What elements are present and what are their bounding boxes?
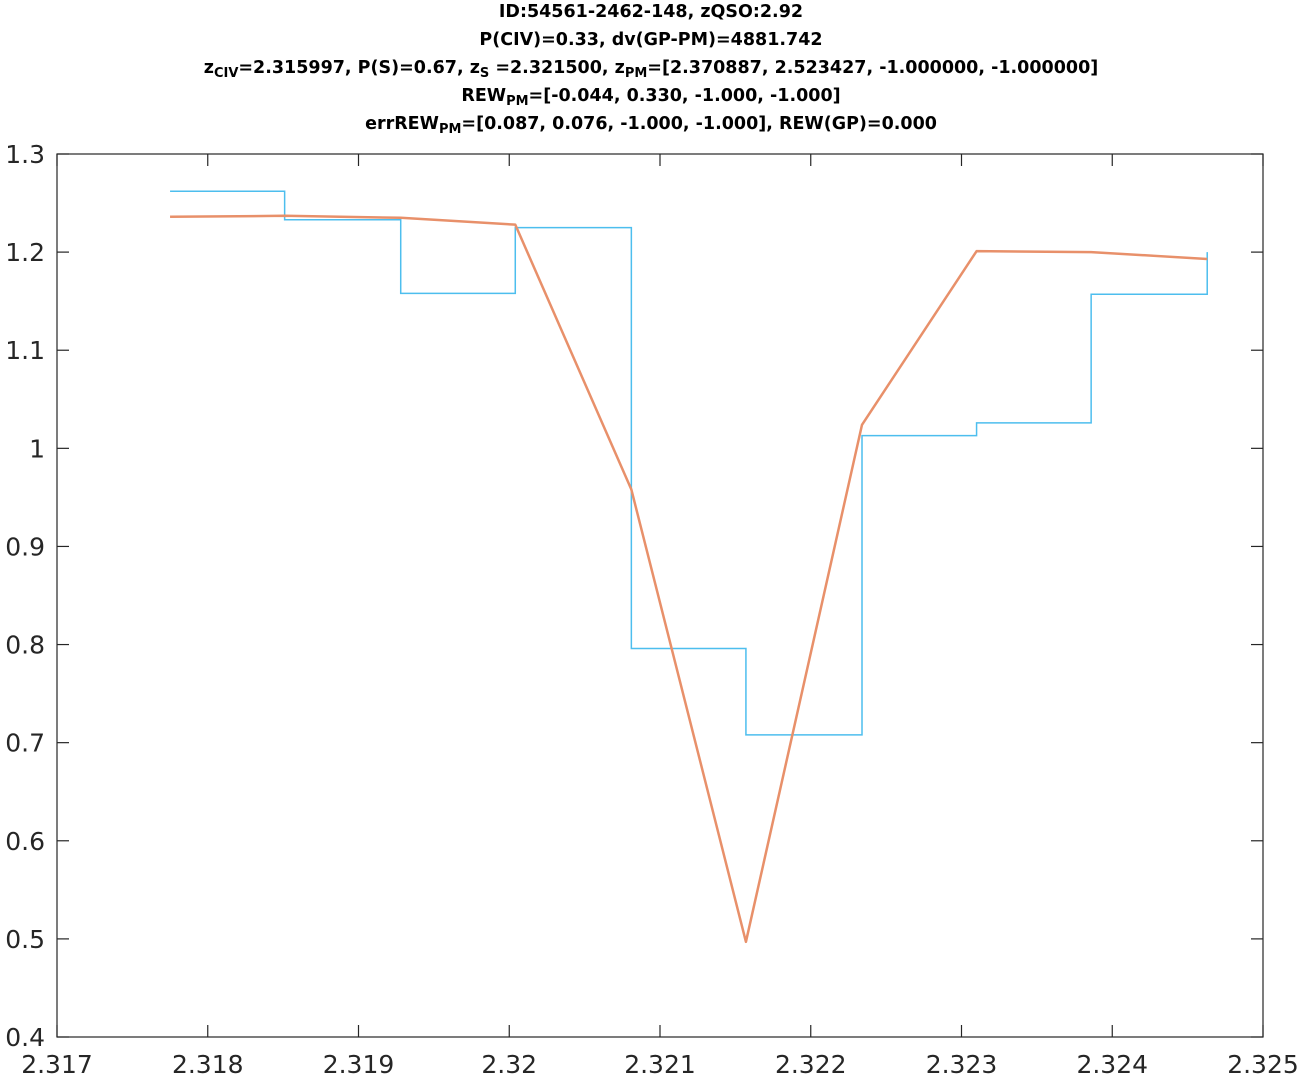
title-errrew-sub: PM bbox=[438, 122, 462, 137]
x-tick-label: 2.319 bbox=[323, 1050, 395, 1079]
x-axis: 2.317 2.318 2.319 2.32 2.321 2.322 2.323 2.324 2… bbox=[21, 154, 1299, 1079]
x-tick-label: 2.323 bbox=[926, 1050, 998, 1079]
title-line-1: ID:54561-2462-148, zQSO:2.92 bbox=[498, 2, 804, 22]
y-axis: 0.4 0.5 0.6 0.7 0.8 0.9 1 1.1 1.2 1.3 bbox=[5, 140, 1263, 1052]
series-layer bbox=[170, 190, 1208, 944]
title-rew-sub: PM bbox=[506, 94, 529, 109]
y-tick-label: 0.7 bbox=[5, 729, 45, 758]
title-z-civ-sub: CIV bbox=[213, 66, 239, 81]
title-z-s-sub: S bbox=[479, 66, 490, 81]
axes-frame bbox=[56, 153, 1264, 1038]
x-tick-label: 2.324 bbox=[1076, 1050, 1148, 1079]
x-tick-label: 2.322 bbox=[775, 1050, 847, 1079]
x-tick-label: 2.321 bbox=[624, 1050, 696, 1079]
plot-box bbox=[56, 153, 1264, 1038]
x-tick-label: 2.317 bbox=[21, 1050, 93, 1079]
title-z-civ: z bbox=[203, 58, 214, 78]
x-tick-label: 2.318 bbox=[172, 1050, 244, 1079]
x-tick-label: 2.325 bbox=[1227, 1050, 1299, 1079]
series-line bbox=[170, 214, 1208, 944]
y-tick-label: 0.5 bbox=[5, 925, 45, 954]
x-tick-label: 2.32 bbox=[481, 1050, 537, 1079]
chart-title: ID:54561-2462-148, zQSO:2.92 P(CIV)=0.33… bbox=[0, 0, 1302, 140]
title-line-5: errREWPM=[0.087, 0.076, -1.000, -1.000],… bbox=[0, 112, 1302, 140]
y-tick-label: 1.2 bbox=[5, 238, 45, 267]
y-tick-label: 1.3 bbox=[5, 140, 45, 169]
title-errrew: errREW bbox=[365, 114, 439, 134]
title-line-3: zCIV=2.315997, P(S)=0.67, zS =2.321500, … bbox=[0, 56, 1302, 84]
title-line-2: P(CIV)=0.33, dv(GP-PM)=4881.742 bbox=[479, 30, 823, 50]
title-rew: REW bbox=[461, 86, 507, 106]
title-z-civ-value: =2.315997, P(S)=0.67, bbox=[238, 58, 470, 78]
title-z-pm-value: =[2.370887, 2.523427, -1.000000, -1.0000… bbox=[647, 58, 1099, 78]
title-z-s: z bbox=[469, 58, 480, 78]
title-errrew-value: =[0.087, 0.076, -1.000, -1.000], REW(GP)… bbox=[461, 114, 937, 134]
y-tick-label: 0.6 bbox=[5, 827, 45, 856]
title-z-s-value: =2.321500, bbox=[489, 58, 615, 78]
series-stairs-line bbox=[170, 190, 1208, 736]
y-tick-label: 0.4 bbox=[5, 1023, 45, 1052]
y-tick-label: 0.9 bbox=[5, 532, 45, 561]
title-z-pm: z bbox=[614, 58, 625, 78]
title-z-pm-sub: PM bbox=[624, 66, 648, 81]
title-line-4: REWPM=[-0.044, 0.330, -1.000, -1.000] bbox=[0, 84, 1302, 112]
title-rew-value: =[-0.044, 0.330, -1.000, -1.000] bbox=[528, 86, 841, 106]
y-tick-label: 1.1 bbox=[5, 336, 45, 365]
y-tick-label: 0.8 bbox=[5, 631, 45, 660]
y-tick-label: 1 bbox=[29, 434, 45, 463]
